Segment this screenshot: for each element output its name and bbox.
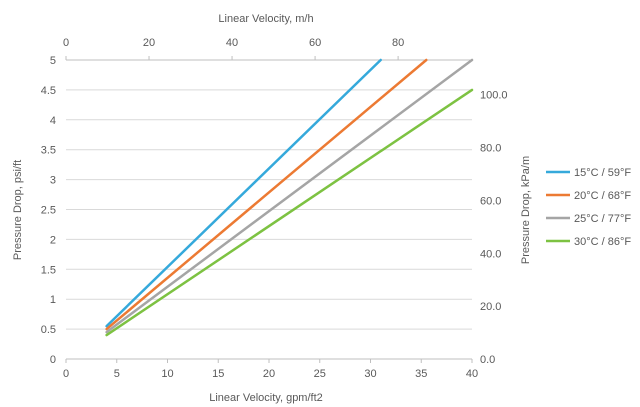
y2-tick-label: 80.0 xyxy=(480,143,501,155)
legend-label: 15°C / 59°F xyxy=(574,167,631,179)
x-tick-label: 30 xyxy=(364,368,376,380)
top-axis-title: Linear Velocity, m/h xyxy=(218,13,313,25)
y-tick-label: 0.5 xyxy=(41,324,56,336)
legend-label: 30°C / 86°F xyxy=(574,236,631,248)
x-tick-label: 0 xyxy=(63,368,69,380)
x2-tick-label: 60 xyxy=(309,37,321,49)
y-tick-label: 3.5 xyxy=(41,145,56,157)
x-tick-label: 40 xyxy=(466,368,478,380)
axes xyxy=(65,56,473,363)
y2-tick-label: 60.0 xyxy=(480,195,501,207)
series-line xyxy=(105,58,428,331)
x-tick-label: 5 xyxy=(114,368,120,380)
y-tick-label: 2.5 xyxy=(41,205,56,217)
tick-labels: 00.511.522.533.544.550 5 10 15 20 25 30 35 400 20… xyxy=(41,37,508,380)
x-tick-label: 15 xyxy=(212,368,224,380)
series-line xyxy=(105,58,382,328)
legend: 15°C / 59°F 20°C / 68°F 25°C / 77°F 30°C / … xyxy=(546,167,631,248)
series-line xyxy=(105,88,474,337)
y2-tick-label: 20.0 xyxy=(480,301,501,313)
x-tick-label: 35 xyxy=(415,368,427,380)
legend-label: 20°C / 68°F xyxy=(574,190,631,202)
y-tick-label: 4 xyxy=(50,115,56,127)
y-tick-label: 5 xyxy=(50,55,56,67)
x-tick-label: 20 xyxy=(263,368,275,380)
left-axis-title: Pressure Drop, psi/ft xyxy=(12,160,24,260)
y-tick-label: 0 xyxy=(50,354,56,366)
series-line xyxy=(105,58,474,334)
series-lines xyxy=(105,58,474,337)
y-tick-label: 4.5 xyxy=(41,85,56,97)
y-tick-label: 1 xyxy=(50,294,56,306)
legend-label: 25°C / 77°F xyxy=(574,213,631,225)
y-tick-label: 2 xyxy=(50,234,56,246)
right-axis-title: Pressure Drop, kPa/m xyxy=(520,156,532,264)
y2-tick-label: 100.0 xyxy=(480,90,508,102)
y2-tick-label: 0.0 xyxy=(480,354,495,366)
x2-tick-label: 40 xyxy=(226,37,238,49)
x2-tick-label: 80 xyxy=(392,37,404,49)
x2-tick-label: 20 xyxy=(143,37,155,49)
x2-tick-label: 0 xyxy=(63,37,69,49)
x-tick-label: 10 xyxy=(161,368,173,380)
x-tick-label: 25 xyxy=(314,368,326,380)
y-tick-label: 1.5 xyxy=(41,264,56,276)
y-tick-label: 3 xyxy=(50,175,56,187)
y2-tick-label: 40.0 xyxy=(480,248,501,260)
bottom-axis-title: Linear Velocity, gpm/ft2 xyxy=(209,392,323,404)
